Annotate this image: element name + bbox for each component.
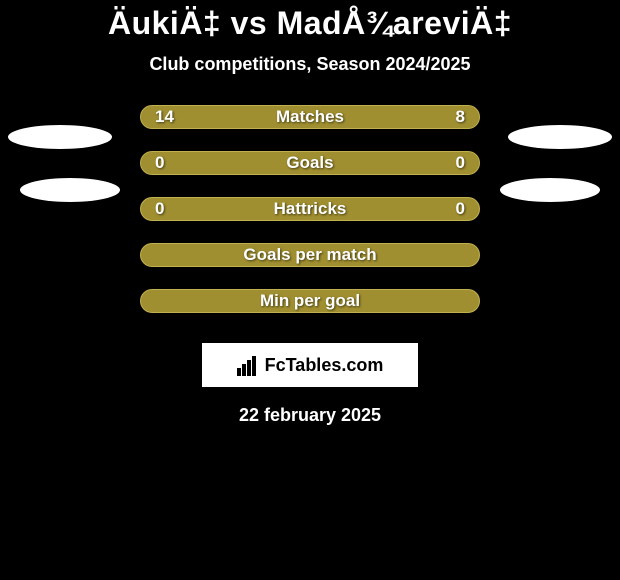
logo-box: FcTables.com [202,343,418,387]
stat-label: Goals per match [243,245,376,265]
stat-value-left: 0 [155,153,164,173]
page-title: ÄukiÄ‡ vs MadÅ¾areviÄ‡ [0,5,620,42]
comparison-card: ÄukiÄ‡ vs MadÅ¾areviÄ‡ Club competitions… [0,0,620,580]
bar-right [310,152,479,174]
bar-chart-icon [237,354,259,376]
stat-value-right: 0 [456,199,465,219]
stat-value-left: 0 [155,199,164,219]
player-marker-ellipse [8,125,112,149]
stat-row: Matches 14 8 [140,105,480,129]
stat-label: Min per goal [260,291,360,311]
stat-value-left: 14 [155,107,174,127]
player-marker-ellipse [508,125,612,149]
stat-row: Hattricks 0 0 [140,197,480,221]
player-marker-ellipse [500,178,600,202]
stat-row: Goals 0 0 [140,151,480,175]
player-marker-ellipse [20,178,120,202]
stat-label: Hattricks [274,199,347,219]
stat-row: Min per goal [140,289,480,313]
stat-value-right: 8 [456,107,465,127]
page-subtitle: Club competitions, Season 2024/2025 [0,54,620,75]
stat-value-right: 0 [456,153,465,173]
logo-text: FcTables.com [265,355,384,376]
stat-label: Goals [286,153,333,173]
stat-label: Matches [276,107,344,127]
stat-row: Goals per match [140,243,480,267]
bar-left [141,152,310,174]
date-label: 22 february 2025 [0,405,620,426]
